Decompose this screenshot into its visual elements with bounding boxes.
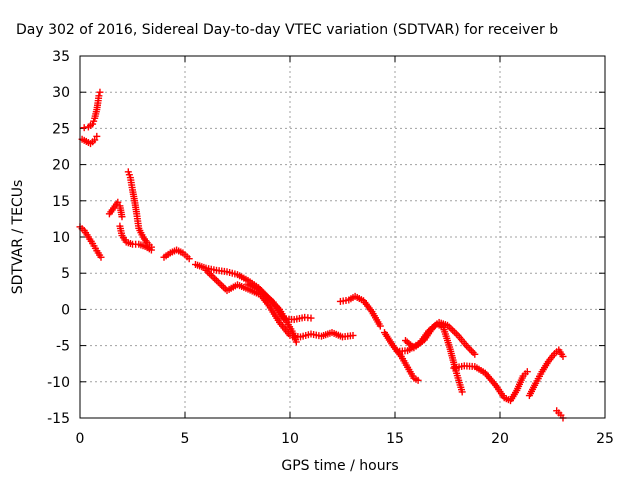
- data-point: [95, 92, 103, 100]
- y-tick-label: 30: [52, 85, 70, 101]
- data-point: [91, 136, 99, 144]
- y-tick-label: 5: [61, 266, 70, 282]
- chart-title: Day 302 of 2016, Sidereal Day-to-day VTE…: [16, 22, 558, 38]
- x-tick-label: 25: [596, 431, 614, 447]
- data-point: [466, 345, 474, 353]
- data-point: [97, 253, 105, 261]
- data-point: [349, 331, 357, 339]
- x-tick-label: 5: [181, 431, 190, 447]
- y-tick-label: -15: [47, 411, 70, 427]
- x-tick-label: 20: [491, 431, 509, 447]
- y-tick-label: 10: [52, 230, 70, 246]
- y-tick-label: 35: [52, 49, 70, 65]
- y-tick-label: 0: [61, 302, 70, 318]
- data-point: [414, 376, 422, 384]
- data-layer: [76, 88, 567, 422]
- data-point: [523, 368, 531, 376]
- y-tick-label: -5: [56, 339, 70, 355]
- data-point: [464, 343, 472, 351]
- ticks-layer: 0 5 10 15 20 25 -15 -10 -5 0 5 10 15 20 25 30 35: [47, 49, 614, 447]
- data-point: [458, 388, 466, 396]
- y-tick-label: 25: [52, 121, 70, 137]
- x-tick-label: 15: [386, 431, 404, 447]
- x-axis-label: GPS time / hours: [281, 458, 398, 474]
- data-point: [114, 198, 122, 206]
- x-tick-label: 0: [76, 431, 85, 447]
- data-point: [292, 338, 300, 346]
- data-point: [147, 243, 155, 251]
- y-tick-label: 20: [52, 158, 70, 174]
- data-point: [467, 347, 475, 355]
- y-tick-label: 15: [52, 194, 70, 210]
- x-tick-label: 10: [281, 431, 299, 447]
- data-point: [185, 255, 193, 263]
- grid-layer: [80, 56, 605, 418]
- plot-frame: [79, 55, 606, 419]
- data-point: [307, 314, 315, 322]
- data-point: [471, 350, 479, 358]
- data-point: [469, 349, 477, 357]
- y-axis-label: SDTVAR / TECUs: [10, 180, 26, 295]
- data-point: [93, 132, 101, 140]
- data-point: [96, 88, 104, 96]
- data-point: [376, 322, 384, 330]
- data-point: [118, 213, 126, 221]
- data-point: [559, 352, 567, 360]
- y-tick-label: -10: [47, 375, 70, 391]
- data-point: [80, 124, 88, 132]
